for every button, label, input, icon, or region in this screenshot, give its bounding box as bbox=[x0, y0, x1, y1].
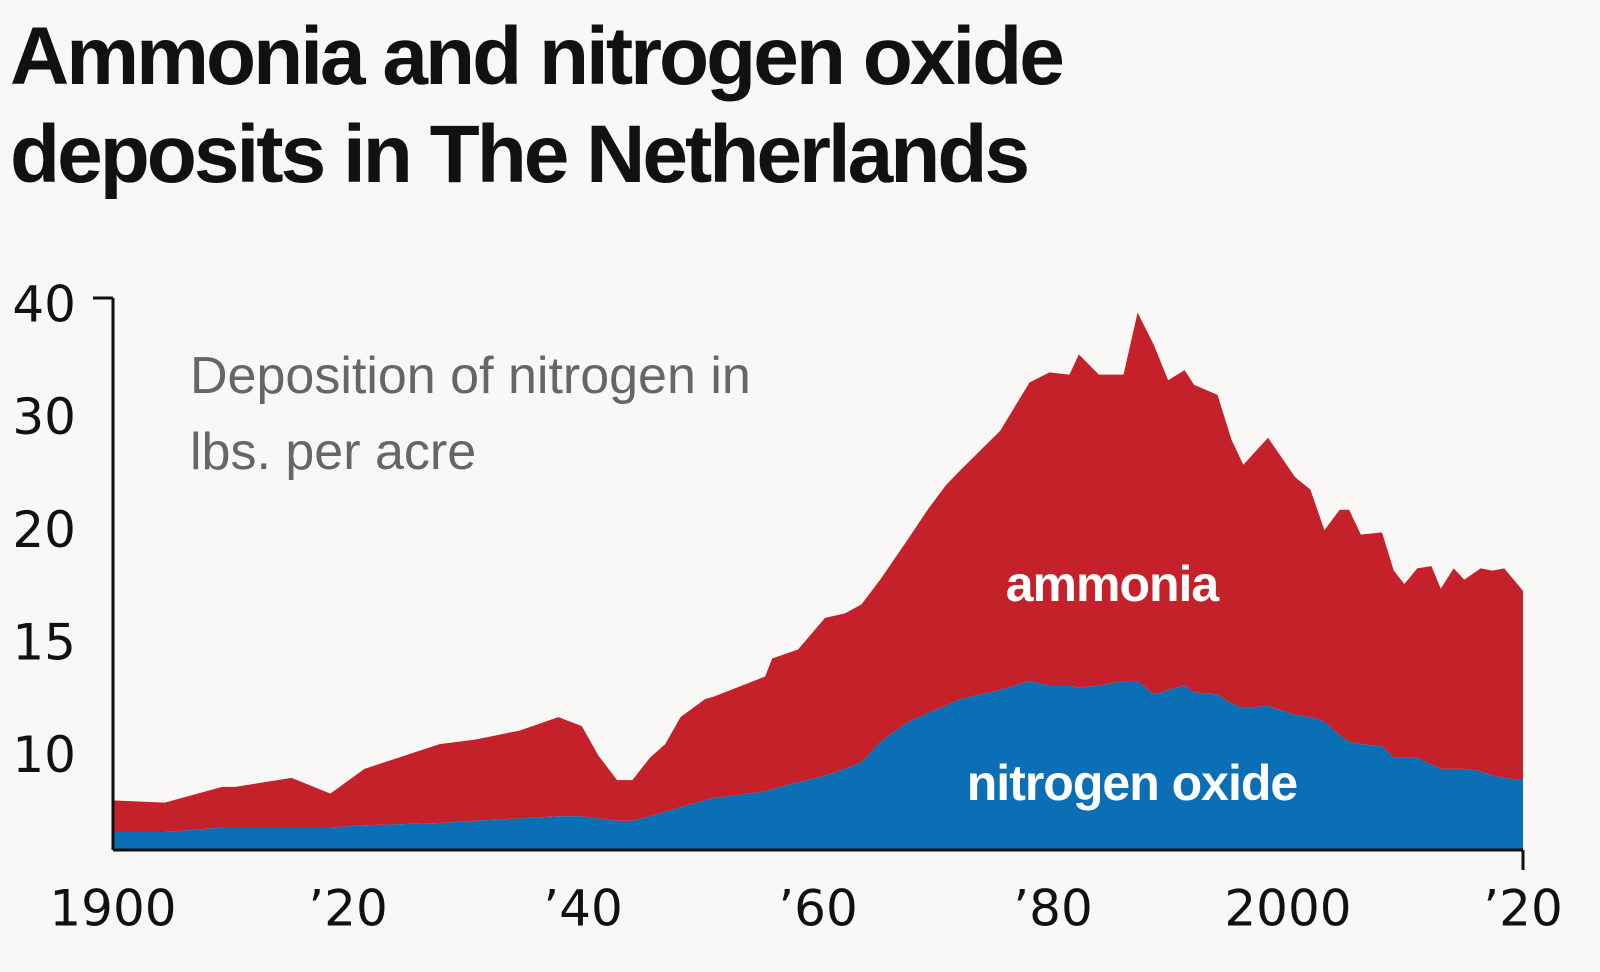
y-tick-label: 40 bbox=[12, 276, 76, 334]
x-tick-label: ’40 bbox=[543, 880, 623, 938]
area bbox=[113, 681, 1523, 850]
series-label: nitrogen oxide bbox=[967, 755, 1298, 811]
y-tick-label: 30 bbox=[12, 388, 76, 446]
y-tick-label: 15 bbox=[12, 613, 76, 671]
series-label: ammonia bbox=[1006, 556, 1221, 612]
area bbox=[113, 312, 1523, 832]
x-tick-label: ’20 bbox=[308, 880, 388, 938]
y-tick-label: 20 bbox=[12, 501, 76, 559]
x-tick-label: 1900 bbox=[49, 880, 176, 938]
y-axis-label: Deposition of nitrogen in lbs. per acre bbox=[190, 347, 751, 481]
x-tick-label: ’20 bbox=[1483, 880, 1563, 938]
x-tick-label: ’80 bbox=[1013, 880, 1093, 938]
chart-title: Ammonia and nitrogen oxide deposits in T… bbox=[10, 11, 1065, 200]
y-tick-label: 10 bbox=[12, 726, 76, 784]
x-tick-label: 2000 bbox=[1224, 880, 1351, 938]
x-tick-label: ’60 bbox=[778, 880, 858, 938]
